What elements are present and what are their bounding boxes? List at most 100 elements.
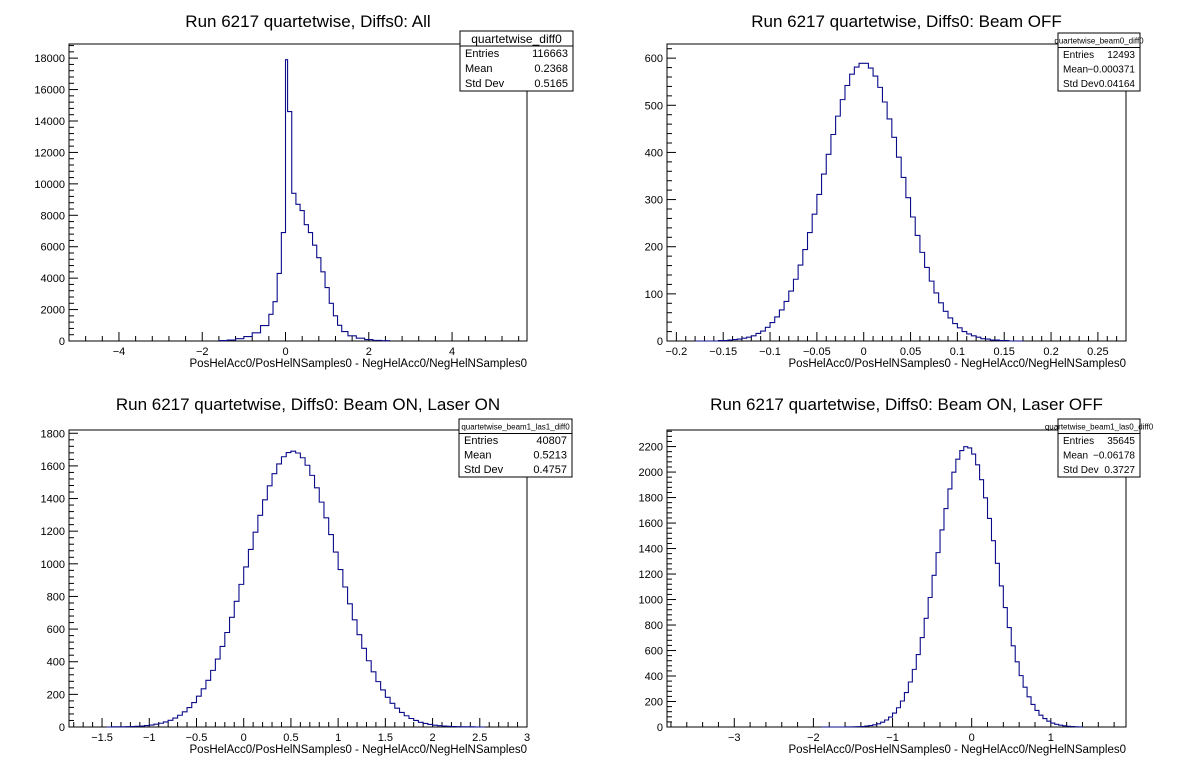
stats-row-label: Mean <box>1063 451 1088 462</box>
stats-row-label: Mean <box>1063 65 1088 76</box>
stats-box-frame <box>458 418 573 478</box>
stats-row-value: 0.4757 <box>533 464 567 476</box>
stats-row-label: Entries <box>1063 50 1094 61</box>
stats-row-label: Std Dev <box>1063 465 1099 476</box>
x-tick-label: 0.1 <box>950 346 965 358</box>
x-tick-label: 2.5 <box>472 732 487 744</box>
stats-row-value: −0.000371 <box>1087 65 1135 76</box>
y-tick-label: 400 <box>47 657 65 669</box>
chart-title: Run 6217 quartetwise, Diffs0: All <box>185 12 430 31</box>
stats-row-label: Mean <box>464 450 492 462</box>
y-tick-label: 1600 <box>41 461 65 473</box>
x-tick-label: −0.5 <box>186 732 208 744</box>
x-tick-label: −4 <box>113 346 126 358</box>
histogram-panel-1: Run 6217 quartetwise, Diffs0: All −4 −2 0 2 4… <box>34 12 574 370</box>
stats-box-frame <box>459 30 574 92</box>
stats-row-value: 0.3727 <box>1104 465 1135 476</box>
y-tick-label: 1200 <box>639 569 663 581</box>
stats-row-label: Mean <box>465 63 493 75</box>
stats-box-name: quartetwise_beam1_las0_diff0 <box>1045 423 1154 432</box>
x-tick-label: −0.15 <box>709 346 737 358</box>
x-tick-label: 0.25 <box>1087 346 1108 358</box>
x-tick-label: 4 <box>449 346 455 358</box>
x-tick-label: −0.05 <box>803 346 831 358</box>
y-tick-label: 10000 <box>34 179 65 191</box>
x-axis-label: PosHelAcc0/PosHelNSamples0 - NegHelAcc0/… <box>789 358 1126 370</box>
x-tick-label: 0 <box>969 732 975 744</box>
stats-row-value: 12493 <box>1107 50 1135 61</box>
x-tick-label: 0.2 <box>1043 346 1058 358</box>
y-tick-label: 600 <box>645 53 663 65</box>
x-tick-label: 2 <box>430 732 436 744</box>
stats-row-label: Entries <box>464 435 499 447</box>
plot-frame <box>666 43 1127 342</box>
x-tick-label: −3 <box>728 732 741 744</box>
y-tick-label: 600 <box>47 624 65 636</box>
x-axis-label: PosHelAcc0/PosHelNSamples0 - NegHelAcc0/… <box>190 744 527 756</box>
plot-frame <box>68 429 528 728</box>
x-tick-label: −1 <box>886 732 899 744</box>
x-tick-label: 1.5 <box>378 732 393 744</box>
y-tick-label: 0 <box>59 722 65 734</box>
stats-row-label: Std Dev <box>1063 79 1099 90</box>
y-tick-label: 16000 <box>34 85 65 97</box>
stats-row-value: 116663 <box>532 48 568 60</box>
stats-row-value: 40807 <box>536 435 567 447</box>
stats-box: quartetwise_beam0_diff0 Entries 12493 Mean −… <box>1054 32 1144 92</box>
x-axis-label: PosHelAcc0/PosHelNSamples0 - NegHelAcc0/… <box>789 744 1126 756</box>
y-tick-label: 0 <box>657 722 663 734</box>
y-tick-label: 2000 <box>639 467 663 479</box>
y-tick-label: 300 <box>645 195 663 207</box>
chart-title: Run 6217 quartetwise, Diffs0: Beam ON, L… <box>710 395 1103 414</box>
y-tick-label: 200 <box>47 689 65 701</box>
chart-title: Run 6217 quartetwise, Diffs0: Beam ON, L… <box>116 395 500 414</box>
histogram-series <box>695 62 1023 342</box>
y-tick-label: 400 <box>645 671 663 683</box>
histogram-panel-2: Run 6217 quartetwise, Diffs0: Beam OFF −0… <box>645 12 1145 370</box>
stats-box: quartetwise_diff0 Entries 116663 Mean 0.2368… <box>459 30 574 92</box>
y-tick-label: 1800 <box>41 428 65 440</box>
y-tick-label: 2000 <box>41 305 65 317</box>
y-tick-label: 200 <box>645 242 663 254</box>
y-tick-label: 2200 <box>639 442 663 454</box>
y-tick-label: 200 <box>645 697 663 709</box>
histogram-series <box>218 59 391 342</box>
x-tick-label: 0.15 <box>994 346 1015 358</box>
y-tick-label: 800 <box>645 620 663 632</box>
stats-row-label: Entries <box>1063 436 1094 447</box>
y-tick-label: 1200 <box>41 526 65 538</box>
x-tick-label: −1 <box>143 732 156 744</box>
stats-box-name: quartetwise_beam1_las1_diff0 <box>461 423 570 432</box>
plot-frame <box>68 43 528 342</box>
stats-box: quartetwise_beam1_las0_diff0 Entries 35645… <box>1045 418 1154 478</box>
x-tick-label: −0.1 <box>759 346 781 358</box>
x-tick-label: 1 <box>1048 732 1054 744</box>
y-tick-label: 8000 <box>41 210 65 222</box>
stats-box-name: quartetwise_beam0_diff0 <box>1054 37 1144 46</box>
stats-row-label: Std Dev <box>464 464 504 476</box>
stats-box-frame <box>1057 32 1141 92</box>
x-tick-label: 3 <box>524 732 530 744</box>
x-axis-label: PosHelAcc0/PosHelNSamples0 - NegHelAcc0/… <box>190 358 527 370</box>
stats-row-value: 0.5165 <box>534 78 568 90</box>
x-tick-label: −1.5 <box>91 732 113 744</box>
y-tick-label: 100 <box>645 289 663 301</box>
y-tick-label: 1800 <box>639 493 663 505</box>
x-tick-label: 0 <box>861 346 867 358</box>
stats-row-label: Std Dev <box>465 78 505 90</box>
x-tick-label: 0 <box>241 732 247 744</box>
stats-box-frame <box>1057 418 1141 478</box>
y-tick-label: 400 <box>645 147 663 159</box>
y-tick-label: 14000 <box>34 116 65 128</box>
stats-row-label: Entries <box>465 48 500 60</box>
y-tick-label: 6000 <box>41 242 65 254</box>
stats-row-value: 35645 <box>1107 436 1135 447</box>
histogram-panel-3: Run 6217 quartetwise, Diffs0: Beam ON, L… <box>41 395 573 756</box>
y-tick-label: 1400 <box>639 544 663 556</box>
y-tick-label: 500 <box>645 100 663 112</box>
stats-box-name: quartetwise_diff0 <box>471 32 562 46</box>
stats-row-value: 0.04164 <box>1099 79 1136 90</box>
stats-row-value: 0.2368 <box>534 63 568 75</box>
chart-title: Run 6217 quartetwise, Diffs0: Beam OFF <box>751 12 1062 31</box>
